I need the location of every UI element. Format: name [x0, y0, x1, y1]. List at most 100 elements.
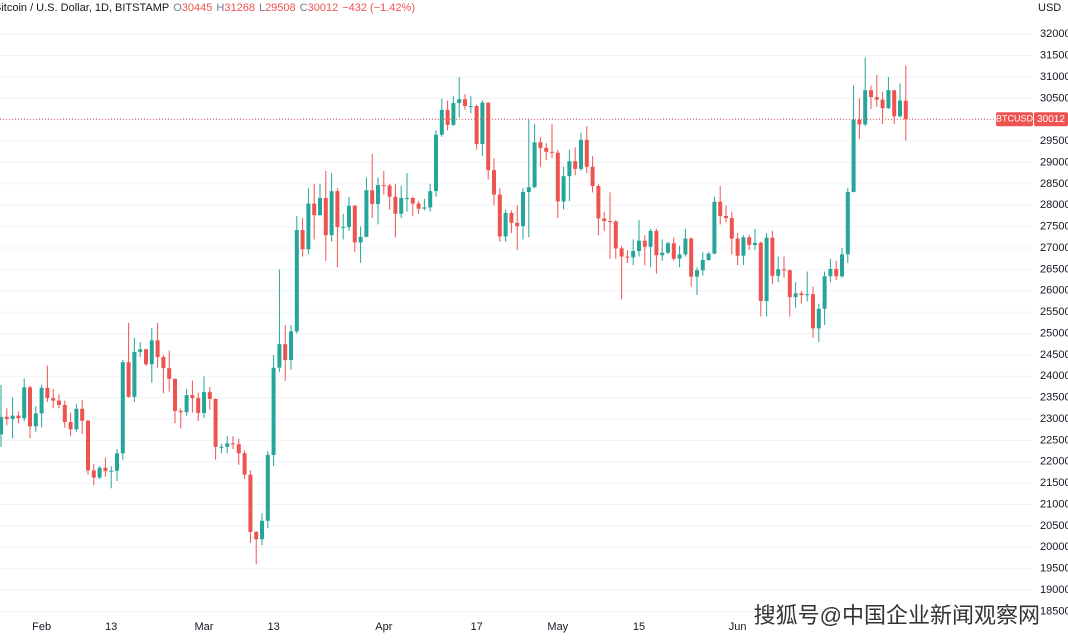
- field-key: O: [173, 2, 182, 14]
- candle-body: [28, 387, 32, 427]
- candle-body: [387, 185, 392, 197]
- field-value: 29508: [265, 2, 296, 14]
- candle-body: [468, 106, 473, 108]
- candle-body: [248, 474, 253, 532]
- candle-body: [567, 161, 572, 177]
- y-tick-label: 25000: [1040, 327, 1068, 339]
- candle-body: [376, 185, 380, 204]
- candle-body: [480, 102, 485, 145]
- candle-body: [289, 331, 293, 361]
- candle-body: [654, 230, 659, 256]
- grid: [0, 33, 1032, 612]
- candle-body: [115, 453, 119, 471]
- y-tick-label: 21500: [1040, 477, 1068, 489]
- candle-body: [880, 99, 885, 109]
- field-key: L: [259, 2, 265, 14]
- candle-body: [97, 467, 102, 478]
- candle-body: [637, 240, 641, 251]
- candle-body: [700, 259, 705, 271]
- candle-body: [845, 191, 850, 255]
- candle-body: [642, 240, 647, 247]
- candle-body: [405, 197, 409, 199]
- candle-body: [840, 254, 844, 277]
- candle-body: [416, 203, 421, 209]
- candle-body: [16, 415, 21, 419]
- candle-body: [62, 404, 67, 423]
- candle-body: [370, 190, 375, 204]
- candle-body: [805, 294, 810, 296]
- candle-body: [74, 408, 79, 430]
- y-tick-label: 27000: [1040, 242, 1068, 254]
- candle-body: [625, 256, 630, 258]
- candle-body: [341, 227, 346, 229]
- candle-body: [822, 276, 827, 309]
- candle-body: [590, 166, 595, 186]
- change: −432 (−1.42%): [342, 2, 415, 14]
- candle-body: [463, 99, 467, 107]
- candle-body: [184, 395, 189, 413]
- candle-body: [352, 205, 357, 243]
- candle-body: [799, 293, 804, 296]
- candle-body: [207, 392, 212, 399]
- candle-body: [596, 186, 601, 219]
- candle-body: [399, 197, 404, 214]
- y-tick-label: 30500: [1040, 92, 1068, 104]
- candle-body: [863, 90, 868, 125]
- y-tick-label: 21000: [1040, 498, 1068, 510]
- field-value: 30012: [308, 2, 339, 14]
- x-tick-label: 15: [633, 621, 645, 633]
- y-tick-label: 31500: [1040, 49, 1068, 61]
- candle-body: [497, 194, 502, 237]
- header: Bitcoin / U.S. Dollar, 1D, BITSTAMP O3044…: [0, 2, 415, 14]
- price-value: 30012: [1037, 114, 1065, 125]
- candle-body: [695, 270, 699, 277]
- candle-body: [45, 387, 50, 399]
- candle-body: [0, 416, 3, 435]
- candle-body: [857, 119, 862, 125]
- candle-body: [515, 222, 520, 227]
- candle-body: [196, 398, 201, 414]
- candle-body: [109, 470, 114, 472]
- candle-body: [735, 238, 740, 256]
- candle-body: [329, 191, 334, 236]
- candle-body: [787, 270, 792, 298]
- candle-body: [126, 362, 131, 397]
- field-value: 30445: [182, 2, 213, 14]
- watermark: 搜狐号@中国企业新闻观察网: [754, 603, 1040, 628]
- y-tick-label: 28000: [1040, 199, 1068, 211]
- candle-body: [410, 197, 415, 204]
- y-tick-label: 28500: [1040, 178, 1068, 190]
- candle-body: [544, 147, 549, 152]
- y-tick-label: 22000: [1040, 456, 1068, 468]
- candle-body: [33, 413, 38, 427]
- y-tick-label: 23000: [1040, 413, 1068, 425]
- candle-body: [758, 242, 763, 302]
- candle-body: [4, 416, 9, 420]
- candle-body: [120, 362, 125, 454]
- candle-body: [144, 349, 148, 365]
- candle-body: [509, 212, 514, 223]
- candle-body: [666, 243, 670, 253]
- price-name-box: [996, 112, 1033, 127]
- candle-body: [741, 237, 746, 256]
- candle-body: [236, 444, 241, 454]
- candle-body: [677, 254, 682, 259]
- candle-body: [335, 191, 340, 228]
- candle-body: [532, 142, 537, 188]
- candle-body: [526, 187, 531, 192]
- candle-body: [631, 250, 636, 258]
- candle-body: [770, 237, 775, 276]
- x-tick-label: 13: [267, 621, 279, 633]
- candle-body: [138, 349, 143, 352]
- candle-body: [132, 351, 137, 397]
- candle-body: [874, 97, 879, 100]
- y-tick-label: 26500: [1040, 263, 1068, 275]
- y-tick-label: 24500: [1040, 349, 1068, 361]
- candle-body: [886, 90, 891, 109]
- candle-body: [323, 197, 328, 236]
- candle-body: [312, 203, 317, 216]
- candle-body: [689, 238, 694, 277]
- candle-body: [167, 368, 172, 379]
